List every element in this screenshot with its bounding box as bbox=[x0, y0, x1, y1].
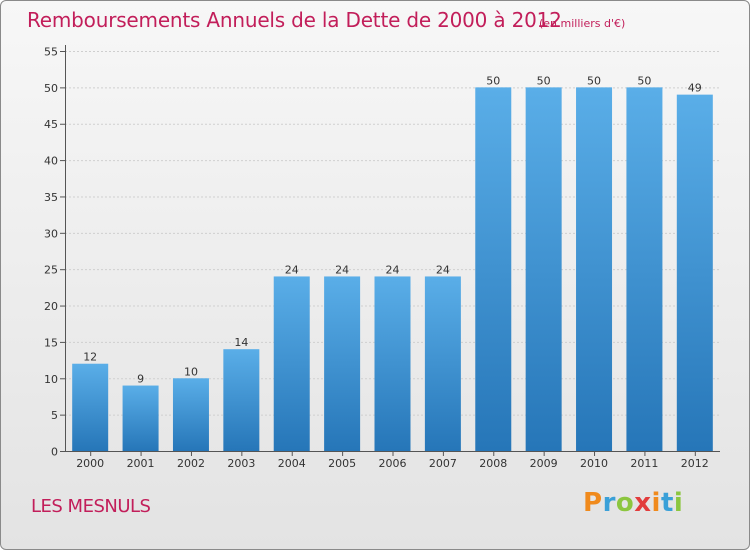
bar-value-label: 50 bbox=[486, 74, 500, 87]
logo-letter: i bbox=[651, 488, 661, 518]
logo-letter: P bbox=[583, 488, 603, 518]
bar bbox=[273, 276, 310, 451]
bar-value-label: 9 bbox=[137, 373, 144, 386]
logo-letter: x bbox=[634, 488, 652, 518]
bar bbox=[374, 276, 411, 451]
bar-value-label: 14 bbox=[234, 336, 248, 349]
logo-letter: o bbox=[615, 488, 635, 518]
y-tick-label: 5 bbox=[51, 409, 58, 422]
bar-value-label: 50 bbox=[587, 74, 601, 87]
chart-subtitle: (en milliers d'€) bbox=[539, 17, 626, 30]
logo-letter: t bbox=[660, 488, 674, 518]
axes bbox=[60, 45, 720, 456]
bar bbox=[475, 87, 512, 451]
x-tick-label: 2004 bbox=[278, 457, 306, 470]
bar-value-label: 24 bbox=[335, 263, 349, 276]
bar-value-label: 10 bbox=[184, 365, 198, 378]
x-tick-label: 2009 bbox=[530, 457, 558, 470]
commune-name: LES MESNULS bbox=[31, 496, 151, 517]
bar-value-label: 24 bbox=[386, 263, 400, 276]
y-tick-label: 0 bbox=[51, 446, 58, 459]
y-tick-label: 55 bbox=[44, 46, 58, 59]
labels: 0 5 10 15 20 25 30 35 40 45 50 55 2000 12 2001 9 2002 10 2… bbox=[44, 46, 709, 471]
x-tick-label: 2000 bbox=[76, 457, 104, 470]
bar bbox=[525, 87, 562, 451]
y-tick-label: 30 bbox=[44, 227, 58, 240]
bar bbox=[223, 349, 260, 451]
bar-value-label: 24 bbox=[285, 263, 299, 276]
bar bbox=[122, 385, 159, 451]
y-tick-label: 35 bbox=[44, 191, 58, 204]
chart-title: Remboursements Annuels de la Dette de 20… bbox=[27, 8, 562, 32]
bar bbox=[576, 87, 613, 451]
bar bbox=[424, 276, 461, 451]
x-tick-label: 2010 bbox=[580, 457, 608, 470]
bar-value-label: 12 bbox=[83, 351, 97, 364]
x-tick-label: 2005 bbox=[328, 457, 356, 470]
x-tick-label: 2002 bbox=[177, 457, 205, 470]
x-tick-label: 2012 bbox=[681, 457, 709, 470]
x-tick-label: 2007 bbox=[429, 457, 457, 470]
bar bbox=[72, 363, 109, 451]
bar-value-label: 24 bbox=[436, 263, 450, 276]
bars bbox=[72, 87, 713, 452]
y-tick-label: 10 bbox=[44, 373, 58, 386]
y-tick-label: 25 bbox=[44, 264, 58, 277]
y-tick-label: 50 bbox=[44, 82, 58, 95]
y-tick-label: 40 bbox=[44, 155, 58, 168]
x-tick-label: 2011 bbox=[630, 457, 658, 470]
bar-value-label: 49 bbox=[688, 82, 702, 95]
bar-value-label: 50 bbox=[537, 74, 551, 87]
y-tick-label: 15 bbox=[44, 336, 58, 349]
x-tick-label: 2008 bbox=[479, 457, 507, 470]
y-tick-label: 45 bbox=[44, 118, 58, 131]
proxiti-logo[interactable]: Proxiti bbox=[583, 488, 683, 518]
bar bbox=[172, 378, 209, 451]
bar bbox=[324, 276, 361, 451]
bar bbox=[626, 87, 663, 451]
bar bbox=[676, 94, 713, 452]
x-tick-label: 2001 bbox=[127, 457, 155, 470]
logo-letter: i bbox=[673, 488, 684, 518]
logo-letter: r bbox=[602, 488, 616, 518]
y-tick-label: 20 bbox=[44, 300, 58, 313]
x-tick-label: 2006 bbox=[379, 457, 407, 470]
bar-value-label: 50 bbox=[637, 74, 651, 87]
x-tick-label: 2003 bbox=[227, 457, 255, 470]
